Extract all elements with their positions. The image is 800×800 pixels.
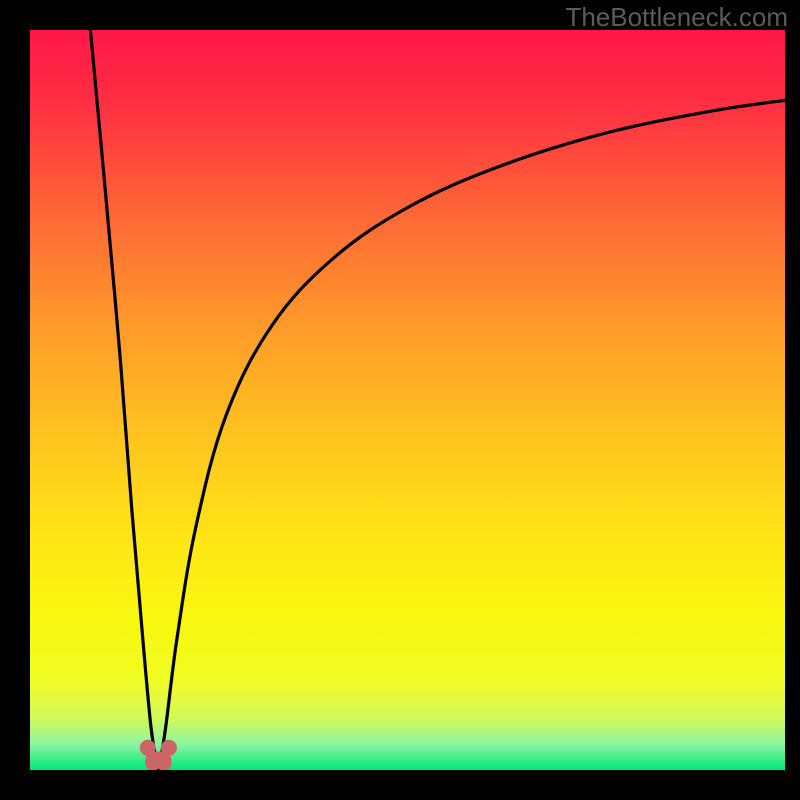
stage: TheBottleneck.com [0, 0, 800, 800]
background-gradient [30, 30, 785, 770]
watermark-text: TheBottleneck.com [565, 2, 788, 33]
plot-area [30, 30, 785, 770]
